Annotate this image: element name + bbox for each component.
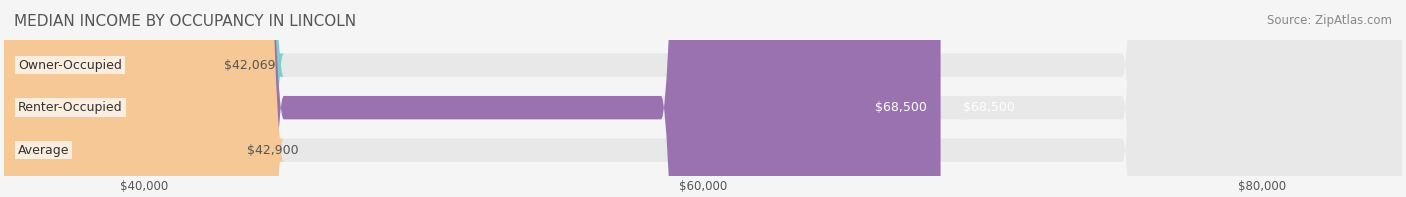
FancyBboxPatch shape <box>0 0 284 197</box>
FancyBboxPatch shape <box>0 0 284 197</box>
Text: $42,900: $42,900 <box>247 144 299 157</box>
Text: Average: Average <box>18 144 70 157</box>
FancyBboxPatch shape <box>4 0 1402 197</box>
FancyBboxPatch shape <box>4 0 1402 197</box>
FancyBboxPatch shape <box>4 0 1402 197</box>
Text: $68,500: $68,500 <box>875 101 927 114</box>
FancyBboxPatch shape <box>4 0 941 197</box>
Text: Source: ZipAtlas.com: Source: ZipAtlas.com <box>1267 14 1392 27</box>
Text: $68,500: $68,500 <box>963 101 1015 114</box>
Text: MEDIAN INCOME BY OCCUPANCY IN LINCOLN: MEDIAN INCOME BY OCCUPANCY IN LINCOLN <box>14 14 356 29</box>
Text: $42,069: $42,069 <box>224 59 276 72</box>
Text: Owner-Occupied: Owner-Occupied <box>18 59 122 72</box>
Text: Renter-Occupied: Renter-Occupied <box>18 101 122 114</box>
